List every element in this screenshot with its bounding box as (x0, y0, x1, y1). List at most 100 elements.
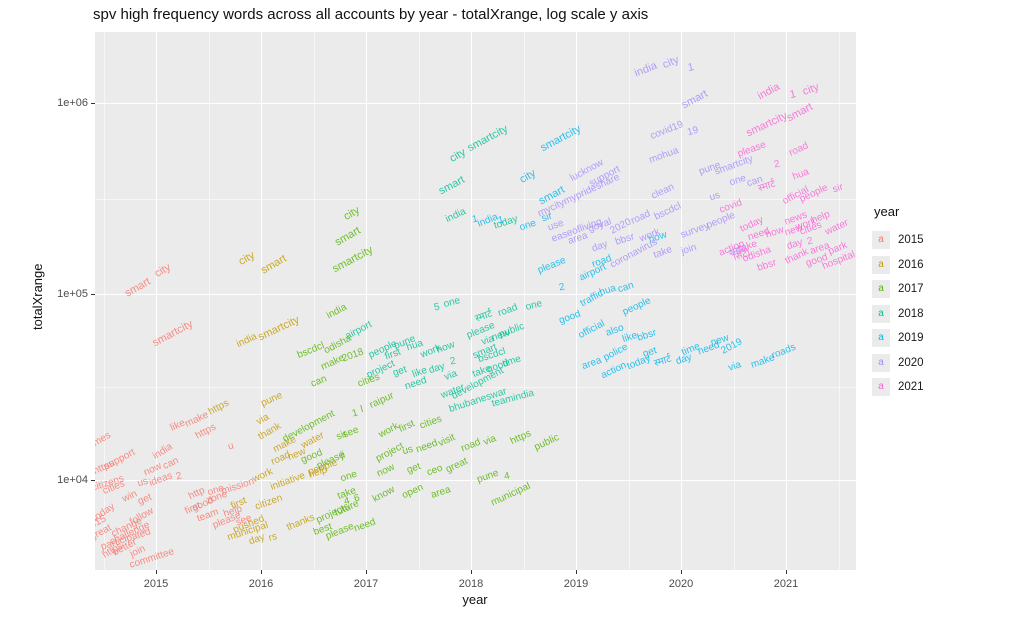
word-label-2019: action (599, 359, 629, 382)
word-label-2018: one (442, 295, 462, 310)
legend-label: 2020 (898, 356, 924, 369)
gridline-major-vertical (471, 32, 473, 570)
legend-label: 2019 (898, 332, 924, 344)
word-label-2020: road (629, 208, 653, 227)
word-label-2017: bscdcl (295, 340, 327, 361)
legend-key-icon: a (872, 280, 890, 298)
x-tick-label: 2020 (668, 578, 694, 590)
gridline-minor-vertical (733, 32, 735, 570)
gridline-major-horizontal (95, 480, 856, 482)
x-tick-label: 2021 (773, 578, 799, 590)
x-tick-mark (156, 570, 157, 574)
word-label-2016: initiative (268, 470, 307, 493)
word-label-2020: mohua (647, 145, 681, 166)
word-label-2018: smart (436, 173, 467, 198)
gridline-minor-horizontal (95, 387, 856, 388)
y-tick-mark (91, 480, 95, 481)
legend-label: 2018 (898, 307, 924, 320)
word-label-2017: 4 (503, 470, 511, 483)
word-label-2015: smart (122, 275, 153, 300)
word-label-2017: now (375, 461, 397, 480)
legend-key-icon: a (872, 255, 890, 274)
x-tick-mark (366, 570, 367, 574)
word-label-2017: l (359, 403, 365, 416)
word-label-2018: need (403, 374, 429, 393)
word-label-2016: day (247, 531, 267, 548)
legend-key-icon: a (872, 304, 890, 323)
word-label-2015: can (161, 455, 181, 472)
word-label-2019: city (517, 167, 538, 186)
word-label-2017: one (339, 468, 359, 485)
y-tick-mark (91, 103, 95, 104)
gridline-major-vertical (366, 32, 368, 570)
word-label-2017: india (324, 301, 349, 322)
word-label-2019: official (576, 318, 607, 342)
word-label-2021: sir (831, 181, 845, 196)
word-label-2018: road (496, 301, 520, 320)
legend-key-icon: a (872, 353, 890, 372)
word-label-2019: good (557, 308, 583, 327)
gridline-major-vertical (156, 32, 158, 570)
word-label-2019: hua (598, 282, 618, 299)
word-label-2019: bbsr (635, 327, 658, 344)
word-label-2017: know (370, 484, 397, 505)
word-label-2017: pune (475, 467, 501, 486)
y-tick-label: 1e+06 (57, 97, 88, 109)
y-axis-title: totalXrange (30, 263, 45, 331)
y-tick-mark (91, 294, 95, 295)
word-label-2017: municipal (489, 480, 533, 509)
x-tick-mark (471, 570, 472, 574)
word-label-2017: via (481, 433, 498, 449)
word-label-2021: city (801, 81, 821, 98)
word-label-2018: get (391, 364, 409, 379)
word-label-2017: visit (436, 431, 457, 450)
word-label-2018: one (524, 298, 544, 313)
word-label-2017: project (373, 440, 406, 465)
word-label-2021: smartcity (744, 109, 790, 140)
legend-key-icon: a (872, 231, 890, 249)
word-label-2016: smartcity (256, 313, 302, 344)
word-label-2021: road (787, 140, 811, 159)
gridline-minor-vertical (313, 32, 315, 570)
gridline-major-vertical (786, 32, 788, 570)
word-label-2015: https (193, 421, 218, 442)
chart-title: spv high frequency words across all acco… (93, 6, 649, 23)
word-label-2017: us (401, 443, 415, 458)
word-label-2021: water (823, 217, 851, 238)
word-label-2017: need (352, 516, 378, 535)
x-tick-label: 2015 (143, 578, 169, 590)
word-label-2021: स्मार्ट (756, 178, 777, 195)
word-label-2021: 1 (788, 88, 798, 102)
word-label-2018: airport (343, 319, 374, 343)
word-label-2019: people (620, 295, 653, 318)
word-label-2016: rs (267, 531, 279, 544)
word-label-2021: hua (791, 166, 811, 183)
x-tick-label: 2016 (248, 578, 274, 590)
word-label-2019: roads (770, 341, 798, 362)
word-label-2017: public (532, 432, 561, 454)
word-label-2020: day (590, 238, 610, 255)
word-label-2016: india (234, 331, 259, 350)
word-label-2016: city (236, 249, 257, 268)
x-tick-label: 2017 (353, 578, 379, 590)
x-tick-mark (261, 570, 262, 574)
y-tick-label: 1e+04 (57, 474, 88, 486)
word-label-2017: open (400, 481, 426, 502)
legend-key-icon: a (872, 378, 890, 396)
word-label-2017: raipur (367, 390, 396, 411)
word-label-2020: one (728, 172, 748, 189)
word-label-2018: 5 (433, 301, 441, 314)
word-label-2020: join (679, 241, 698, 258)
legend-label: 2017 (898, 283, 924, 295)
x-tick-mark (786, 570, 787, 574)
word-label-2020: city (660, 53, 681, 72)
word-label-2018: via (442, 368, 459, 383)
word-label-2016: citizen (253, 492, 285, 513)
x-tick-label: 2019 (563, 578, 589, 590)
word-label-2021: 2 (773, 158, 781, 171)
word-label-2017: first (397, 418, 417, 435)
gridline-major-vertical (681, 32, 683, 570)
gridline-minor-vertical (208, 32, 210, 570)
word-label-2018: 2 (449, 355, 457, 368)
